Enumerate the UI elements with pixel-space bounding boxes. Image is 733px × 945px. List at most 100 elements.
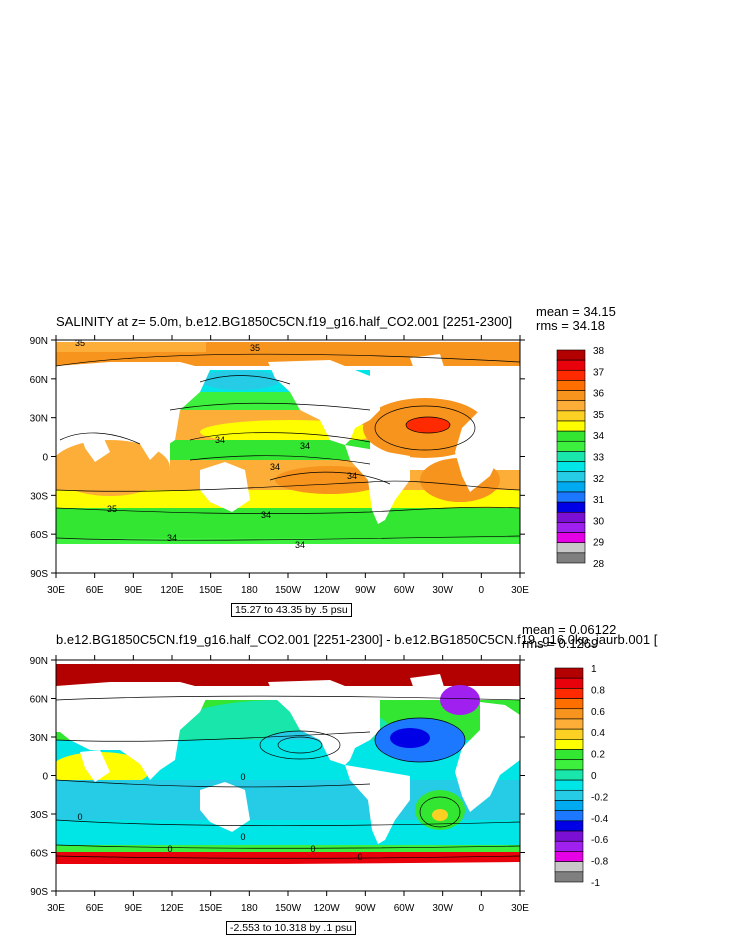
top-lat-tick-label: 0 <box>42 453 48 464</box>
bottom-colorbar-box <box>554 739 584 750</box>
bottom-colorbar-box <box>554 688 584 699</box>
top-lat-tick-label: 30N <box>30 414 48 425</box>
bottom-colorbar-box <box>554 800 584 811</box>
top-lat-tick-label: 90S <box>30 569 48 580</box>
top-contour-label: 34 <box>270 462 280 472</box>
bottom-contour-label: 0 <box>310 844 315 854</box>
bottom-lon-tick-label: 120W <box>314 903 341 914</box>
bottom-colorbar-label: 0.8 <box>591 685 605 696</box>
top-mean: mean = 34.15 <box>536 304 616 319</box>
top-contour-label: 34 <box>167 533 177 543</box>
bottom-lon-tick-label: 90W <box>355 903 376 914</box>
top-axis-ticks: 90N 60N 30N 0 30S 60S 90S 30E 60E 90E 120E 150E 180 1… <box>30 335 529 596</box>
top-lat-tick-label: 60N <box>30 375 48 386</box>
bottom-colorbar-box <box>554 830 584 842</box>
top-contour-label: 34 <box>261 510 271 520</box>
bottom-lon-tick-label: 0 <box>479 903 485 914</box>
top-contour-label: 35 <box>107 504 117 514</box>
bottom-colorbar-label: -1 <box>591 878 600 889</box>
bottom-colorbar-box <box>554 851 584 862</box>
bottom-lon-tick-label: 120E <box>160 903 184 914</box>
bottom-lat-tick-label: 90N <box>30 656 48 667</box>
bottom-colorbar-label: -0.8 <box>591 857 609 868</box>
top-lon-tick-label: 0 <box>479 585 485 596</box>
bottom-lat-tick-label: 30N <box>30 733 48 744</box>
bottom-salinity-diff-field <box>56 660 520 891</box>
top-lon-tick-label: 90E <box>124 585 142 596</box>
bottom-colorbar-label: 0 <box>591 771 597 782</box>
bottom-lon-tick-label: 30W <box>432 903 453 914</box>
bottom-contour-label: 0 <box>357 852 362 862</box>
bottom-lon-tick-label: 150E <box>199 903 223 914</box>
bottom-colorbar-box <box>554 708 584 720</box>
top-colorbar: 38 37 36 35 34 33 32 31 30 29 28 <box>556 346 605 570</box>
bottom-lat-tick-label: 0 <box>42 772 48 783</box>
bottom-colorbar-label: -0.6 <box>591 835 609 846</box>
bottom-lon-tick-label: 30E <box>47 903 65 914</box>
bottom-colorbar-label: 0.4 <box>591 728 605 739</box>
top-lon-tick-label: 30W <box>432 585 453 596</box>
bottom-colorbar-box <box>554 789 584 801</box>
bottom-lat-tick-label: 30S <box>30 810 48 821</box>
top-plot-title: SALINITY at z= 5.0m, b.e12.BG1850C5CN.f1… <box>56 314 513 329</box>
bottom-rms: rms = 0.1269 <box>522 636 599 651</box>
top-contour-labels: 35 35 34 34 34 34 35 34 34 34 <box>75 338 357 550</box>
bottom-mean: mean = 0.06122 <box>522 622 617 637</box>
bottom-lon-tick-label: 30E <box>511 903 529 914</box>
bottom-colorbar-box <box>554 677 584 689</box>
top-lon-tick-label: 180 <box>241 585 258 596</box>
top-colorbar-label: 37 <box>593 367 605 378</box>
top-lon-tick-label: 150W <box>275 585 302 596</box>
bottom-colorbar-box <box>554 749 584 761</box>
bottom-contour-labels: 0 0 0 0 0 0 <box>77 772 362 862</box>
bottom-plot-title: b.e12.BG1850C5CN.f19_g16.half_CO2.001 [2… <box>56 632 658 647</box>
top-lon-tick-label: 60E <box>86 585 104 596</box>
bottom-colorbar-label: 1 <box>591 664 597 675</box>
top-colorbar-label: 38 <box>593 346 605 357</box>
bottom-contour-label: 0 <box>240 832 245 842</box>
top-contour-label: 34 <box>295 540 305 550</box>
bottom-contour-label: 0 <box>240 772 245 782</box>
bottom-colorbar-box <box>554 840 584 852</box>
top-colorbar-label: 34 <box>593 431 605 442</box>
top-lat-tick-label: 60S <box>30 530 48 541</box>
top-lon-tick-label: 90W <box>355 585 376 596</box>
top-panel: SALINITY at z= 5.0m, b.e12.BG1850C5CN.f1… <box>30 304 616 617</box>
top-colorbar-label: 35 <box>593 410 605 421</box>
top-lon-tick-label: 120W <box>314 585 341 596</box>
bottom-lat-tick-label: 60N <box>30 695 48 706</box>
top-caption: 15.27 to 43.35 by .5 psu <box>231 603 352 617</box>
top-colorbar-box <box>556 552 586 564</box>
bottom-caption: -2.553 to 10.318 by .1 psu <box>226 921 357 935</box>
bottom-lon-tick-label: 60E <box>86 903 104 914</box>
bottom-colorbar-label: 0.2 <box>591 750 605 761</box>
top-colorbar-label: 30 <box>593 516 605 527</box>
bottom-colorbar-label: -0.4 <box>591 814 609 825</box>
top-contour-label: 34 <box>215 435 225 445</box>
top-lat-tick-label: 90N <box>30 336 48 347</box>
top-lon-tick-label: 60W <box>394 585 415 596</box>
bottom-colorbar-box <box>554 759 584 771</box>
top-contour-label: 35 <box>75 338 85 348</box>
top-colorbar-label: 31 <box>593 495 605 506</box>
top-lat-tick-label: 30S <box>30 491 48 502</box>
bottom-colorbar-label: 0.6 <box>591 707 605 718</box>
bottom-lon-tick-label: 180 <box>241 903 258 914</box>
top-colorbar-label: 33 <box>593 453 605 464</box>
top-colorbar-label: 29 <box>593 538 605 549</box>
top-map: 90N 60N 30N 0 30S 60S 90S 30E 60E 90E 120E 150E 180 1… <box>30 335 605 596</box>
bottom-colorbar-box <box>554 667 584 679</box>
top-contour-label: 34 <box>347 471 357 481</box>
bottom-contour-label: 0 <box>167 844 172 854</box>
top-salinity-field <box>56 340 520 573</box>
bottom-colorbar-box <box>554 769 584 781</box>
top-colorbar-label: 28 <box>593 559 605 570</box>
bottom-lon-tick-label: 60W <box>394 903 415 914</box>
bottom-colorbar-box <box>554 779 584 791</box>
top-lon-tick-label: 120E <box>160 585 184 596</box>
bottom-colorbar-box <box>554 871 584 883</box>
top-contour-label: 34 <box>300 441 310 451</box>
bottom-lat-tick-label: 60S <box>30 849 48 860</box>
